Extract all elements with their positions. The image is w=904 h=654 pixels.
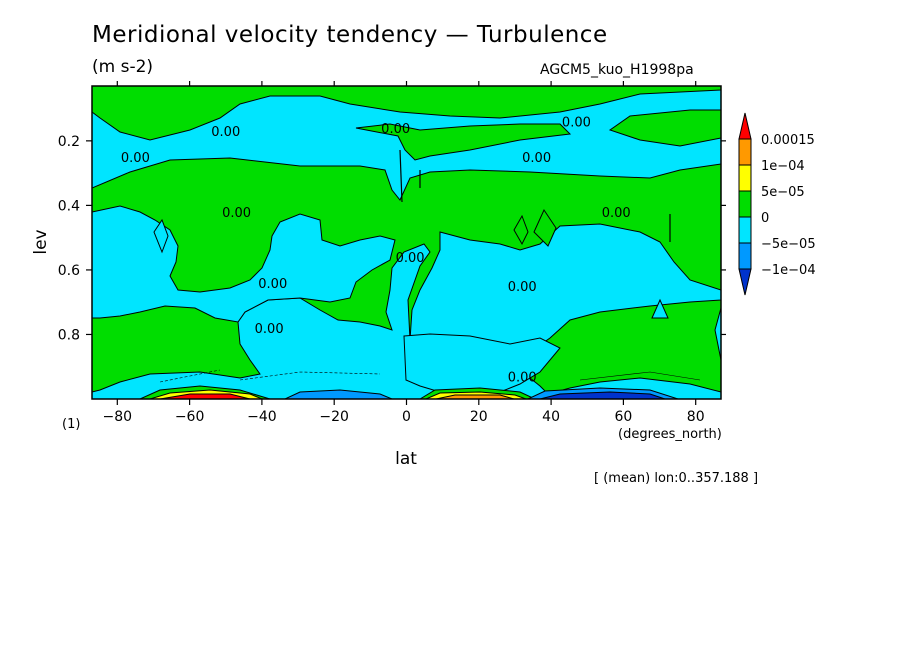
region-small-negative-2 (651, 298, 669, 319)
colorbar-segment (738, 190, 752, 218)
x-tick-label: −80 (103, 409, 133, 425)
colorbar-segment (738, 216, 752, 244)
surface-orange-core-center (435, 394, 515, 399)
colorbar-segment (738, 164, 752, 192)
colorbar-label: 0.00015 (761, 133, 815, 148)
x-tick-label: −60 (175, 409, 205, 425)
y-tick-label: 0.2 (58, 134, 80, 150)
colorbar: 0.00015 1e−04 5e−05 0 −5e−05 −1e−04 (738, 112, 816, 296)
x-tick-label: 0 (402, 409, 411, 425)
source-label: AGCM5_kuo_H1998pa (540, 62, 694, 78)
colorbar-label: −1e−04 (761, 263, 816, 278)
contour-label: 0.00 (222, 206, 251, 221)
colorbar-segment (738, 268, 752, 296)
region-small-negative-1 (153, 218, 169, 254)
plot-area: 0.00 0.00 0.00 0.00 0.00 0.00 0.00 0.00 0.00 0.00… (92, 86, 721, 399)
region-positive-center-top (355, 123, 572, 161)
y-tick-label: 0.6 (58, 263, 80, 279)
contour-label: 0.00 (258, 277, 287, 292)
contour-line (579, 371, 701, 381)
chart-units: (m s-2) (92, 57, 154, 77)
contour-label: 0.00 (255, 322, 284, 337)
x-tick-label: 80 (687, 409, 705, 425)
contour-label: 0.00 (562, 115, 591, 130)
z-level-label: (1) (62, 417, 80, 432)
surface-blue-band-left (284, 389, 393, 399)
x-tick-label: 60 (614, 409, 632, 425)
contour-label: 0.00 (522, 151, 551, 166)
mean-note: [ (mean) lon:0..357.188 ] (594, 471, 758, 486)
contour-label: 0.00 (396, 251, 425, 266)
contour-label: 0.00 (381, 122, 410, 137)
region-small-positive-1 (513, 214, 529, 246)
y-tick-label: 0.8 (58, 327, 80, 343)
contour-label: 0.00 (121, 151, 150, 166)
x-axis: −80 −60 −40 −20 0 20 40 60 80 (103, 81, 705, 425)
region-positive-top-right (608, 109, 721, 147)
x-tick-label: −20 (319, 409, 349, 425)
contour-line (399, 149, 403, 203)
x-axis-units: (degrees_north) (618, 427, 722, 442)
colorbar-segment (738, 112, 752, 140)
x-tick-label: 20 (470, 409, 488, 425)
x-axis-label: lat (395, 449, 417, 469)
region-positive-top (92, 86, 721, 141)
colorbar-label: 1e−04 (761, 159, 805, 174)
colorbar-label: 0 (761, 211, 769, 226)
x-tick-label: −40 (247, 409, 277, 425)
contour-label: 0.00 (508, 370, 537, 385)
colorbar-segment (738, 242, 752, 270)
x-tick-label: 40 (542, 409, 560, 425)
contour-label: 0.00 (211, 125, 240, 140)
y-axis: 0.2 0.4 0.6 0.8 (58, 134, 726, 343)
contour-label: 0.00 (602, 206, 631, 221)
contour-labels: 0.00 0.00 0.00 0.00 0.00 0.00 0.00 0.00 0.00 0.00… (121, 115, 631, 385)
y-axis-label: lev (31, 229, 51, 254)
contour-label: 0.00 (508, 280, 537, 295)
colorbar-label: −5e−05 (761, 237, 816, 252)
surface-red-inner (159, 393, 251, 399)
colorbar-segment (738, 138, 752, 166)
region-small-positive-2 (533, 208, 557, 247)
contour-line (159, 369, 221, 383)
surface-darkblue-core-right (539, 391, 666, 399)
chart-title: Meridional velocity tendency — Turbulenc… (92, 22, 608, 48)
contour-line (239, 371, 381, 381)
region-negative-center-low (403, 333, 561, 395)
colorbar-label: 5e−05 (761, 185, 805, 200)
y-tick-label: 0.4 (58, 198, 80, 214)
